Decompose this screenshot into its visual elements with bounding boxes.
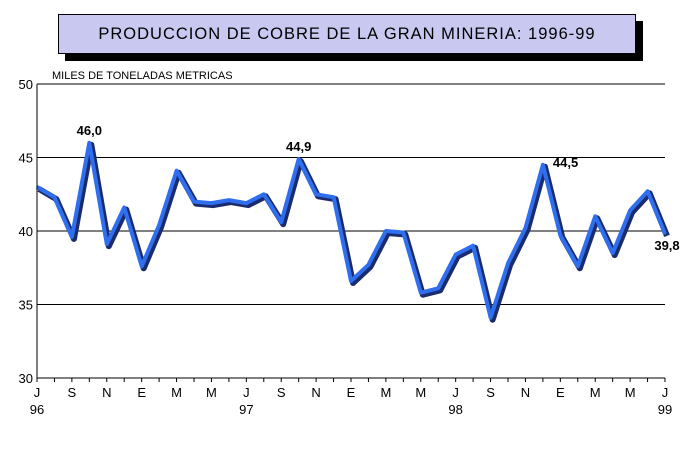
data-point bbox=[472, 244, 474, 247]
y-tick-label: 35 bbox=[19, 298, 33, 313]
data-point bbox=[402, 231, 405, 234]
data-point bbox=[71, 236, 73, 238]
data-point bbox=[559, 234, 562, 237]
data-point bbox=[262, 193, 265, 196]
x-tick-label: S bbox=[486, 385, 495, 400]
x-tick-label: M bbox=[380, 385, 391, 400]
y-tick-label: 50 bbox=[19, 77, 33, 92]
x-tick-labels: J S N E M M J S N E M M J S N E M M J 96 97 98 99 bbox=[30, 385, 672, 417]
data-point bbox=[664, 233, 666, 235]
data-point bbox=[245, 202, 248, 204]
data-point bbox=[105, 243, 108, 246]
x-tick-label: N bbox=[102, 385, 111, 400]
data-label: 44,5 bbox=[553, 155, 578, 170]
data-point bbox=[193, 200, 195, 203]
x-tick-label: M bbox=[171, 385, 182, 400]
data-point bbox=[332, 196, 335, 198]
data-point bbox=[123, 206, 126, 209]
year-label: 99 bbox=[658, 402, 672, 417]
data-point bbox=[297, 158, 300, 160]
data-point bbox=[158, 224, 160, 226]
data-label: 44,9 bbox=[286, 139, 311, 154]
data-point bbox=[611, 252, 614, 254]
data-point bbox=[489, 316, 492, 319]
data-point bbox=[175, 169, 178, 172]
series-line bbox=[35, 140, 670, 323]
data-point bbox=[594, 215, 597, 218]
data-point bbox=[524, 227, 527, 229]
x-tick-label: S bbox=[68, 385, 77, 400]
data-point bbox=[507, 262, 509, 265]
x-tick-label: N bbox=[521, 385, 530, 400]
x-tick-label: M bbox=[415, 385, 426, 400]
data-point bbox=[437, 287, 440, 290]
y-tick-label: 30 bbox=[19, 371, 33, 386]
data-point bbox=[210, 202, 213, 204]
data-point bbox=[88, 142, 91, 144]
x-tick-label: M bbox=[625, 385, 636, 400]
gridlines bbox=[37, 83, 665, 305]
data-point bbox=[629, 209, 631, 212]
x-tick-label: J bbox=[243, 385, 250, 400]
data-point bbox=[228, 199, 230, 201]
data-point bbox=[280, 221, 283, 223]
y-tick-label: 45 bbox=[19, 151, 33, 166]
x-tick-label: E bbox=[556, 385, 565, 400]
x-tick-label: J bbox=[662, 385, 669, 400]
data-point bbox=[315, 193, 317, 196]
x-tick-label: M bbox=[206, 385, 217, 400]
y-tick-label: 40 bbox=[19, 224, 33, 239]
data-point bbox=[454, 253, 457, 256]
data-label: 46,0 bbox=[77, 123, 102, 138]
data-point bbox=[542, 164, 544, 166]
data-point bbox=[576, 265, 579, 268]
y-tick-labels: 30 35 40 45 50 bbox=[19, 77, 33, 386]
chart-title: PRODUCCION DE COBRE DE LA GRAN MINERIA: … bbox=[58, 14, 636, 54]
data-point bbox=[140, 265, 143, 268]
x-tick-label: J bbox=[452, 385, 459, 400]
data-point bbox=[385, 230, 387, 232]
x-tick-label: E bbox=[347, 385, 356, 400]
data-point bbox=[350, 280, 352, 282]
data-point bbox=[419, 291, 422, 294]
year-label: 98 bbox=[448, 402, 462, 417]
year-label: 96 bbox=[30, 402, 44, 417]
data-point bbox=[53, 196, 56, 198]
data-label: 39,8 bbox=[654, 238, 679, 253]
year-label: 97 bbox=[239, 402, 253, 417]
data-point bbox=[367, 264, 370, 266]
data-labels: 46,0 44,9 44,5 39,8 bbox=[77, 123, 680, 253]
x-tick-label: S bbox=[277, 385, 286, 400]
y-axis-label: MILES DE TONELADAS METRICAS bbox=[52, 70, 233, 82]
axes bbox=[36, 84, 666, 382]
data-point bbox=[646, 190, 649, 193]
x-tick-label: M bbox=[590, 385, 601, 400]
x-tick-label: E bbox=[137, 385, 146, 400]
x-tick-label: J bbox=[34, 385, 41, 400]
x-tick-label: N bbox=[311, 385, 320, 400]
